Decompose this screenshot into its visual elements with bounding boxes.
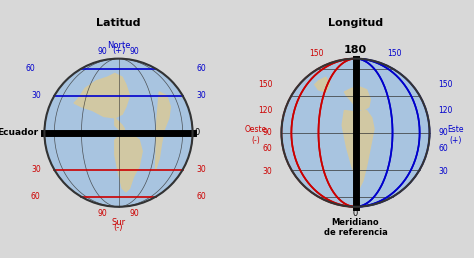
Text: 60: 60 [26, 64, 36, 73]
Text: (+): (+) [112, 46, 125, 55]
Polygon shape [345, 87, 370, 110]
Text: 150: 150 [387, 49, 401, 58]
Text: 90: 90 [263, 128, 273, 137]
Text: 60: 60 [31, 192, 41, 201]
Text: Meridiano
de referencia: Meridiano de referencia [324, 218, 387, 237]
Text: 120: 120 [438, 106, 453, 115]
Text: 150: 150 [310, 49, 324, 58]
Text: 90: 90 [97, 47, 107, 57]
Ellipse shape [45, 59, 192, 207]
Polygon shape [74, 74, 129, 118]
Text: Ecuador: Ecuador [0, 128, 38, 137]
Text: 30: 30 [263, 167, 273, 176]
Polygon shape [115, 118, 124, 133]
Text: 30: 30 [31, 165, 41, 174]
Text: 90: 90 [130, 209, 140, 218]
Text: 0: 0 [195, 128, 200, 137]
Text: 90: 90 [97, 209, 107, 218]
Text: 180: 180 [344, 45, 367, 55]
Text: 60: 60 [438, 144, 448, 154]
Text: 90: 90 [130, 47, 140, 57]
Text: 60: 60 [196, 64, 206, 73]
Polygon shape [315, 77, 329, 92]
Polygon shape [115, 133, 142, 192]
Text: Este: Este [447, 125, 464, 133]
Polygon shape [342, 110, 374, 188]
Text: Longitud: Longitud [328, 18, 383, 28]
Text: 60: 60 [196, 192, 206, 201]
Text: (-): (-) [251, 136, 260, 145]
Text: 30: 30 [196, 91, 206, 100]
Text: 60: 60 [263, 144, 273, 154]
Text: (+): (+) [449, 136, 462, 145]
Text: 120: 120 [258, 106, 273, 115]
Ellipse shape [282, 59, 429, 207]
Text: 150: 150 [258, 80, 273, 89]
Text: 90: 90 [438, 128, 448, 137]
Text: Latitud: Latitud [96, 18, 141, 28]
Text: 150: 150 [438, 80, 453, 89]
Polygon shape [155, 92, 170, 170]
Text: 0: 0 [353, 209, 358, 218]
Text: 30: 30 [438, 167, 448, 176]
Text: 30: 30 [196, 165, 206, 174]
Text: (-): (-) [114, 223, 123, 232]
Text: Oeste: Oeste [245, 125, 267, 133]
Text: 30: 30 [31, 91, 41, 100]
Text: Sur: Sur [111, 218, 126, 227]
Text: Norte: Norte [107, 41, 130, 50]
